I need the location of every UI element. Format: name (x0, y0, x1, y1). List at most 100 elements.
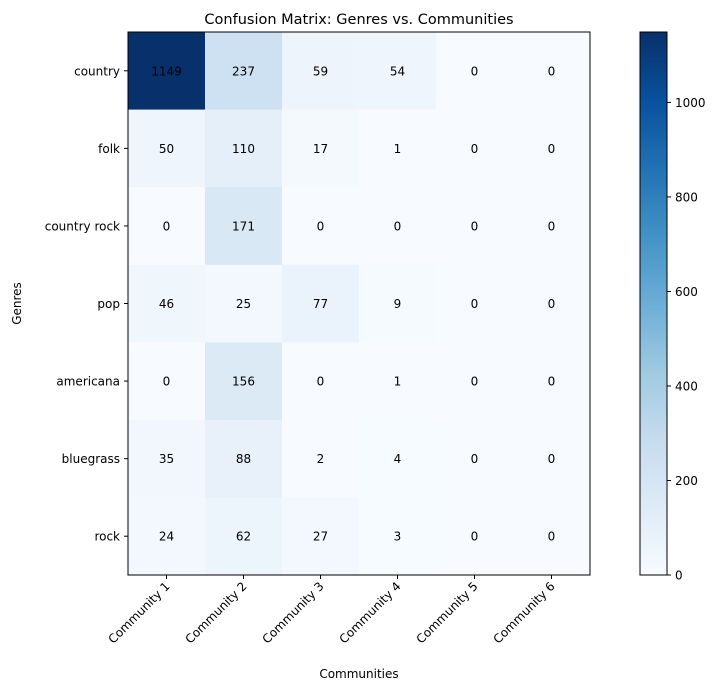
colorbar-tick-label: 400 (675, 379, 698, 393)
heatmap-cell (205, 497, 283, 576)
heatmap-cell (359, 419, 437, 499)
heatmap-cell (436, 32, 514, 111)
heatmap-cell (282, 32, 360, 111)
heatmap-cell (205, 419, 283, 499)
x-tick-label: Community 5 (414, 579, 481, 646)
cell-value-label: 77 (313, 297, 328, 311)
cell-value-label: 0 (471, 530, 479, 544)
cell-value-label: 0 (548, 142, 556, 156)
cell-value-label: 0 (317, 219, 325, 233)
y-tick-label: country rock (45, 219, 120, 233)
heatmap-cell (282, 342, 360, 421)
cell-value-label: 0 (317, 375, 325, 389)
heatmap-cell (205, 264, 283, 343)
y-tick-label: americana (56, 375, 120, 389)
heatmap-cell (282, 109, 360, 188)
heatmap-cell (282, 187, 360, 266)
heatmap-cell-labels: 1149 237 59 54 0 050 110 17 1 0 00 171 0 0 0 046 25 77 9 0 0… (151, 64, 555, 543)
heatmap-cell (513, 264, 591, 343)
colorbar (639, 31, 668, 576)
x-axis-ticks: Community 1 Community 2 Community 3 Communi… (106, 575, 558, 646)
cell-value-label: 35 (159, 452, 174, 466)
colorbar-tick-label: 800 (675, 190, 698, 204)
cell-value-label: 2 (317, 452, 325, 466)
cell-value-label: 0 (471, 375, 479, 389)
x-axis-label: Communities (319, 667, 398, 681)
heatmap-cell (282, 264, 360, 343)
heatmap-cell (359, 264, 437, 343)
cell-value-label: 0 (163, 219, 171, 233)
heatmap-cell (359, 342, 437, 421)
heatmap-cell (513, 187, 591, 266)
cell-value-label: 25 (236, 297, 251, 311)
cell-value-label: 0 (548, 530, 556, 544)
y-tick-label: folk (98, 142, 120, 156)
heatmap-cell (128, 32, 206, 111)
heatmap-cell (205, 187, 283, 266)
colorbar-tick-label: 1000 (675, 96, 706, 110)
heatmap-cell (513, 497, 591, 576)
x-tick-label: Community 1 (106, 579, 173, 646)
cell-value-label: 24 (159, 530, 174, 544)
colorbar-tick-label: 0 (675, 569, 683, 583)
cell-value-label: 1149 (151, 64, 182, 78)
cell-value-label: 1 (394, 142, 402, 156)
cell-value-label: 0 (471, 452, 479, 466)
cell-value-label: 50 (159, 142, 174, 156)
colorbar-ticks: 0 200 400 600 800 1000 (667, 96, 706, 583)
cell-value-label: 0 (548, 64, 556, 78)
heatmap-cell (282, 497, 360, 576)
heatmap-cell (436, 109, 514, 188)
heatmap-cell (436, 342, 514, 421)
heatmap-cell (513, 419, 591, 499)
cell-value-label: 0 (548, 375, 556, 389)
cell-value-label: 0 (471, 142, 479, 156)
cell-value-label: 1 (394, 375, 402, 389)
y-tick-label: pop (97, 297, 120, 311)
heatmap-cell (205, 109, 283, 188)
cell-value-label: 0 (163, 375, 171, 389)
heatmap-cell (205, 342, 283, 421)
heatmap-cell (513, 32, 591, 111)
heatmap-cell (359, 187, 437, 266)
cell-value-label: 110 (232, 142, 255, 156)
x-tick-label: Community 6 (491, 579, 558, 646)
heatmap-cell (513, 342, 591, 421)
cell-value-label: 156 (232, 375, 255, 389)
x-tick-label: Community 3 (260, 579, 327, 646)
colorbar-tick-label: 200 (675, 474, 698, 488)
cell-value-label: 59 (313, 64, 328, 78)
heatmap-cell (128, 187, 206, 266)
cell-value-label: 88 (236, 452, 251, 466)
heatmap-cell (359, 497, 437, 576)
heatmap-cell (436, 264, 514, 343)
cell-value-label: 27 (313, 530, 328, 544)
x-tick-label: Community 2 (183, 579, 250, 646)
cell-value-label: 0 (394, 219, 402, 233)
heatmap-cell (128, 264, 206, 343)
cell-value-label: 17 (313, 142, 328, 156)
heatmap-cell (128, 342, 206, 421)
cell-value-label: 0 (471, 219, 479, 233)
heatmap-cells (128, 32, 591, 576)
cell-value-label: 0 (471, 297, 479, 311)
cell-value-label: 9 (394, 297, 402, 311)
heatmap-cell (205, 32, 283, 111)
y-tick-label: rock (94, 530, 120, 544)
cell-value-label: 0 (548, 452, 556, 466)
cell-value-label: 0 (471, 64, 479, 78)
colorbar-tick-label: 600 (675, 285, 698, 299)
heatmap-cell (436, 497, 514, 576)
heatmap-cell (128, 419, 206, 499)
cell-value-label: 4 (394, 452, 402, 466)
heatmap-cell (436, 419, 514, 499)
cell-value-label: 54 (390, 64, 405, 78)
heatmap-cell (282, 419, 360, 499)
y-tick-label: country (74, 64, 120, 78)
cell-value-label: 3 (394, 530, 402, 544)
heatmap-cell (359, 32, 437, 111)
heatmap-cell (513, 109, 591, 188)
heatmap-cell (128, 109, 206, 188)
chart-title: Confusion Matrix: Genres vs. Communities (204, 12, 513, 28)
